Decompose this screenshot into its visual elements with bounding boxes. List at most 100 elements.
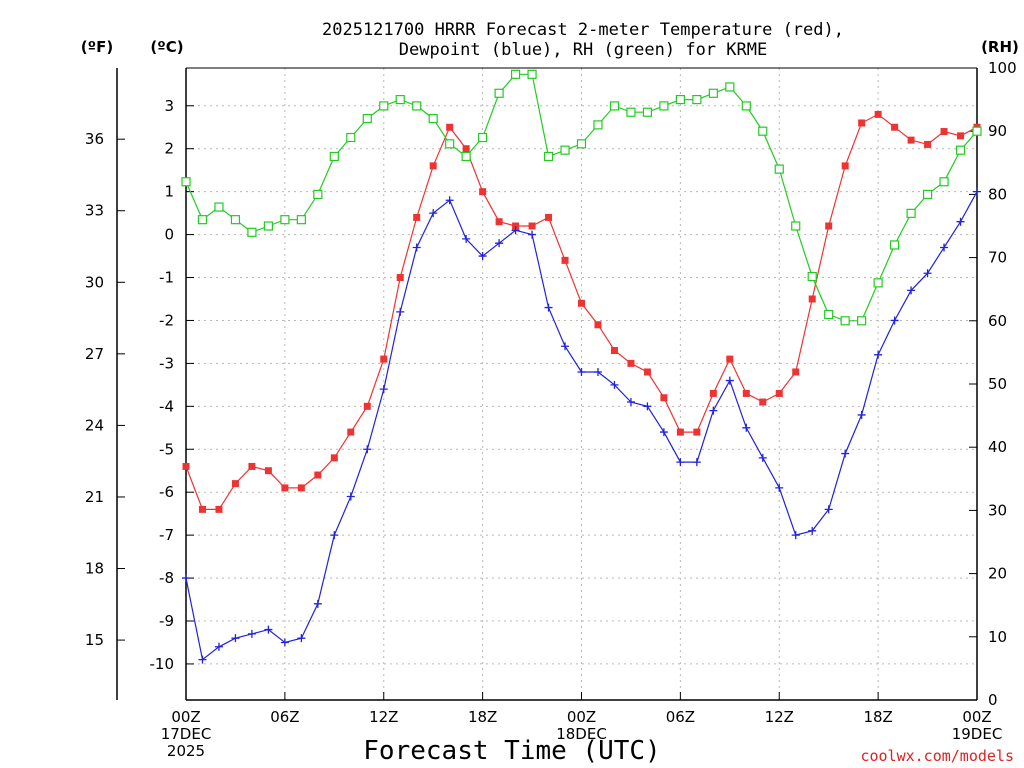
rh-point (807, 271, 817, 282)
celsius-tick-label: -5 (159, 440, 174, 458)
time-tick-label: 19DEC (952, 725, 1003, 743)
rh-point (626, 107, 636, 117)
rh-tick-label: 30 (988, 501, 1007, 519)
temperature-series (182, 110, 981, 513)
rh-point (955, 145, 966, 155)
dewpoint-point (346, 492, 355, 501)
rh-point (906, 208, 916, 218)
time-tick-label: 00Z (171, 708, 200, 726)
celsius-tick-label: -7 (159, 526, 174, 544)
rh-point (379, 101, 389, 111)
time-tick-label: 06Z (666, 708, 695, 726)
dewpoint-point (709, 406, 718, 415)
temperature-point (693, 428, 701, 436)
temperature-point (643, 368, 651, 376)
rh-point (346, 132, 356, 143)
rh-tick-label: 90 (988, 122, 1007, 140)
dewpoint-point (659, 428, 668, 437)
temperature-point (248, 462, 256, 470)
rh-point (791, 221, 801, 231)
dewpoint-point (264, 625, 273, 634)
rh-point (758, 126, 768, 136)
dewpoint-point (577, 367, 586, 376)
rh-point (576, 139, 587, 149)
dewpoint-point (775, 483, 784, 492)
temperature-point (380, 355, 388, 363)
dewpoint-point (676, 458, 685, 467)
temperature-point (957, 132, 965, 140)
x-axis-label: Forecast Time (UTC) (363, 736, 660, 766)
dewpoint-point (445, 196, 454, 205)
rh-tick-label: 70 (988, 249, 1007, 267)
rh-axis-unit: (RH) (981, 38, 1019, 56)
rh-point (247, 227, 257, 237)
temperature-point (726, 355, 734, 363)
celsius-tick-label: -10 (150, 655, 175, 673)
dewpoint-point (907, 286, 916, 295)
rh-point (478, 132, 488, 143)
rh-point (922, 189, 933, 199)
chart-title-line1: 2025121700 HRRR Forecast 2-meter Tempera… (322, 20, 844, 40)
temperature-point (891, 123, 899, 131)
temperature-point (396, 274, 404, 282)
rh-point (593, 120, 603, 130)
temperature-point (264, 467, 272, 475)
rh-point (873, 278, 883, 288)
rh-point (840, 316, 850, 326)
rh-tick-label: 80 (988, 185, 1007, 203)
temperature-point (446, 123, 454, 131)
fahrenheit-tick-label: 33 (85, 202, 104, 220)
rh-series (181, 69, 982, 326)
temperature-point (924, 140, 932, 148)
dewpoint-point (692, 458, 701, 467)
dewpoint-point (841, 449, 850, 458)
celsius-tick-label: -2 (159, 311, 174, 329)
rh-point (395, 94, 405, 105)
celsius-tick-label: 1 (164, 183, 174, 201)
temperature-point (825, 222, 833, 230)
temperature-point (874, 110, 882, 118)
temperature-point (742, 389, 750, 397)
time-tick-label: 06Z (270, 708, 299, 726)
dewpoint-point (297, 634, 306, 643)
rh-point (675, 94, 685, 105)
rh-point (824, 309, 834, 320)
temperature-point (561, 256, 569, 264)
rh-point (659, 101, 669, 111)
temperature-point (462, 145, 470, 153)
temperature-point (512, 222, 520, 230)
temperature-point (545, 213, 553, 221)
dewpoint-point (363, 445, 372, 454)
dewpoint-point (890, 316, 899, 325)
dewpoint-point (758, 453, 767, 462)
temperature-point (594, 321, 602, 329)
rh-point (230, 215, 241, 225)
temperature-point (610, 347, 618, 355)
time-tick-label: 12Z (765, 708, 794, 726)
chart-title-line2: Dewpoint (blue), RH (green) for KRME (399, 40, 767, 60)
dewpoint-point (511, 226, 520, 235)
dewpoint-point (593, 367, 602, 376)
celsius-tick-label: -3 (159, 354, 174, 372)
fahrenheit-tick-label: 24 (85, 416, 104, 434)
dewpoint-point (528, 230, 537, 239)
rh-point (725, 82, 735, 92)
rh-tick-label: 50 (988, 375, 1007, 393)
rh-point (708, 88, 718, 98)
rh-point (939, 177, 949, 187)
rh-point (494, 88, 504, 98)
temperature-point (907, 136, 915, 144)
rh-point (890, 240, 900, 250)
dewpoint-point (495, 239, 504, 248)
fahrenheit-tick-label: 36 (85, 130, 104, 148)
rh-point (412, 101, 422, 111)
fahrenheit-tick-label: 15 (85, 631, 104, 649)
celsius-tick-label: -4 (159, 397, 174, 415)
dewpoint-point (412, 243, 421, 252)
time-tick-label: 18Z (468, 708, 497, 726)
time-tick-label: 00Z (962, 708, 991, 726)
time-tick-label: 18DEC (556, 725, 607, 743)
fahrenheit-tick-label: 21 (85, 488, 104, 506)
